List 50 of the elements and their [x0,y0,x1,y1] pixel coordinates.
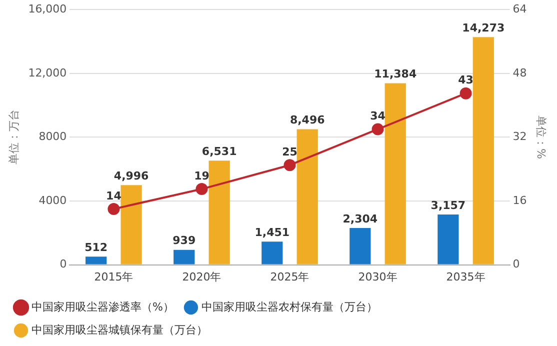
data-label: 43 [458,74,474,87]
bar [296,129,318,264]
bar [438,214,459,264]
data-label: 11,384 [374,68,417,81]
point [372,123,384,136]
y2-axis-title: 单位：% [534,115,548,159]
bar [174,250,195,264]
bar [350,228,371,264]
data-label: 6,531 [202,144,237,158]
bar [384,83,406,264]
data-label: 3,157 [430,198,466,212]
y2-tick-label: 48 [512,66,527,80]
point [196,183,208,196]
point [284,159,296,172]
data-label: 8,496 [290,114,326,127]
y2-tick-label: 64 [512,2,527,16]
data-label: 14 [106,189,122,202]
y2-tick-label: 32 [512,130,527,144]
x-tick-label: 2030年 [358,270,398,284]
bar [262,242,283,264]
x-tick-label: 2025年 [270,270,310,284]
x-tick-label: 2015年 [94,270,134,284]
y2-tick-label: 16 [512,194,527,207]
data-label: 19 [194,169,210,182]
data-label: 14,273 [462,22,505,35]
y-axis-title: 单位：万台 [7,110,20,165]
data-label: 2,304 [342,212,378,226]
y-tick-label: 16,000 [28,2,67,16]
x-tick-label: 2035年 [446,270,486,284]
data-label: 939 [172,234,196,248]
legend-label: 中国家用吸尘器城镇保有量（万台） [32,323,208,336]
bar [208,160,230,264]
y2-tick-label: 0 [512,258,520,271]
y-tick-label: 4000 [38,194,67,207]
bar [120,185,142,264]
data-label: 1,451 [254,226,290,240]
x-tick-label: 2020年 [182,270,222,284]
legend-label: 中国家用吸尘器农村保有量（万台） [201,300,378,314]
data-label: 34 [370,110,386,123]
bar [472,37,494,264]
y-tick-label: 8000 [38,130,67,144]
y-tick-label: 0 [60,258,67,271]
data-label: 4,996 [114,169,150,182]
point [108,202,120,215]
point [460,87,472,100]
y-tick-label: 12,000 [28,66,67,80]
data-label: 512 [84,240,108,254]
data-label: 25 [282,145,298,158]
bar [86,256,107,264]
legend-label: 中国家用吸尘器渗透率（%） [32,300,174,314]
